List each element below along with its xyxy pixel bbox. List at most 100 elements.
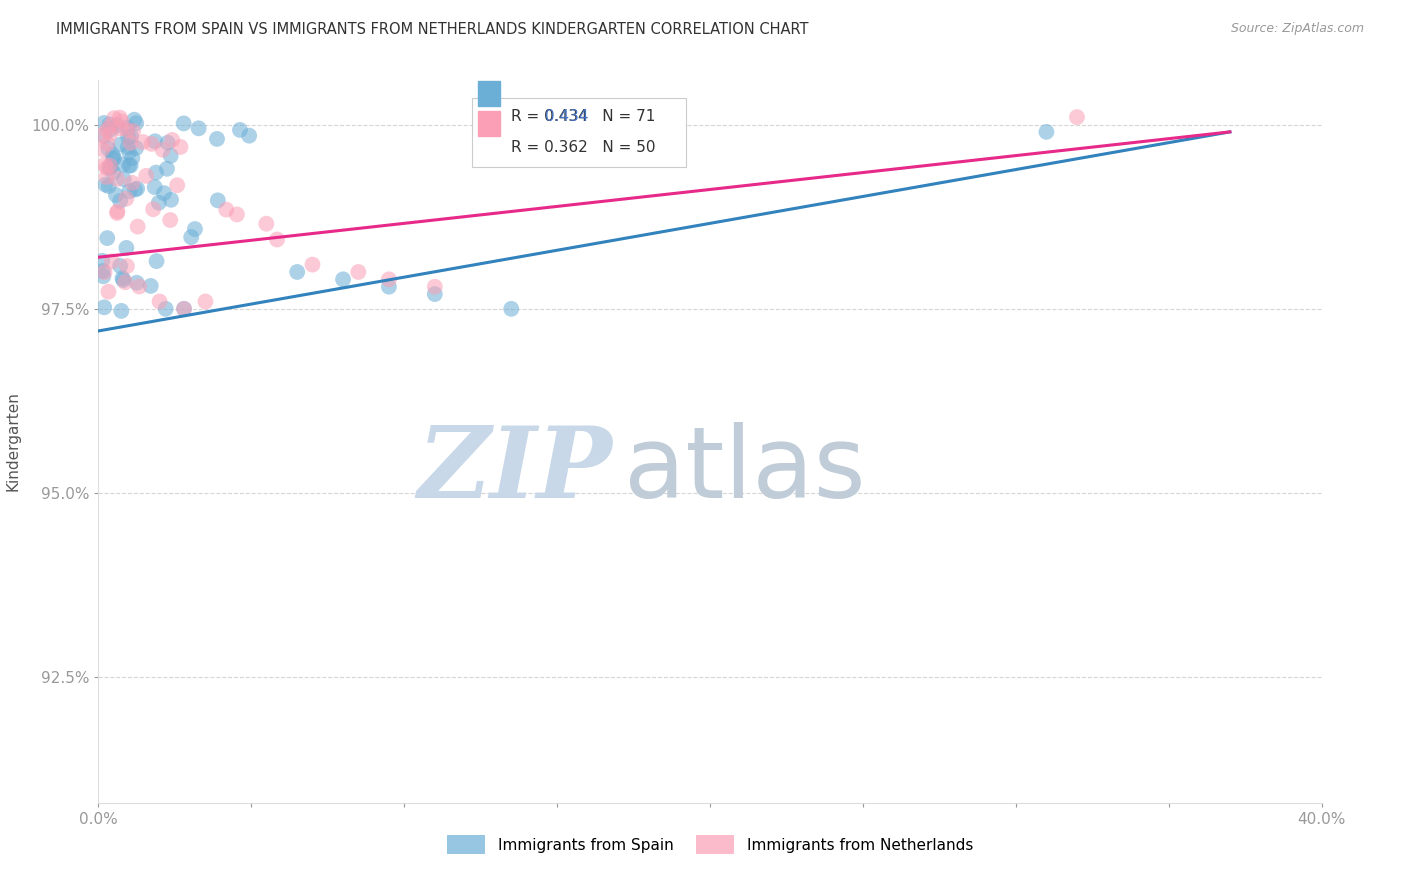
Point: [501, 301, 523, 316]
Point: [101, 148, 124, 162]
Point: [98, 159, 121, 173]
Point: [143, 134, 166, 148]
Point: [378, 272, 401, 286]
Point: [347, 265, 370, 279]
Point: [120, 129, 142, 144]
Text: IMMIGRANTS FROM SPAIN VS IMMIGRANTS FROM NETHERLANDS KINDERGARTEN CORRELATION CH: IMMIGRANTS FROM SPAIN VS IMMIGRANTS FROM…: [56, 22, 808, 37]
Point: [173, 301, 195, 316]
Point: [124, 182, 146, 196]
Point: [111, 271, 134, 285]
Point: [98, 117, 121, 131]
Point: [91, 253, 114, 268]
Point: [96, 161, 118, 175]
Point: [110, 121, 132, 136]
Point: [115, 123, 138, 137]
Point: [124, 112, 146, 127]
Point: [173, 301, 195, 316]
Point: [128, 279, 150, 293]
Point: [118, 159, 141, 173]
Text: R = 0.362   N = 50: R = 0.362 N = 50: [512, 140, 655, 155]
Point: [229, 123, 252, 137]
Point: [90, 128, 112, 142]
Point: [153, 186, 176, 201]
Point: [105, 172, 128, 186]
Point: [114, 275, 136, 289]
Point: [1035, 125, 1057, 139]
Point: [110, 137, 132, 152]
Point: [105, 118, 128, 132]
Point: [121, 151, 143, 165]
Point: [115, 241, 138, 255]
Point: [254, 217, 277, 231]
Point: [121, 176, 143, 190]
Point: [91, 264, 114, 278]
Point: [103, 111, 125, 125]
Point: [103, 152, 125, 166]
Text: R = 0.434   N = 71: R = 0.434 N = 71: [512, 109, 655, 124]
Point: [156, 161, 179, 176]
Point: [117, 140, 139, 154]
Point: [118, 185, 141, 199]
Point: [93, 265, 115, 279]
Point: [108, 259, 131, 273]
Point: [120, 136, 142, 150]
Point: [107, 204, 129, 219]
Point: [98, 127, 121, 141]
Point: [100, 122, 122, 136]
Point: [145, 254, 167, 268]
Point: [266, 233, 288, 247]
Point: [110, 304, 132, 318]
Point: [160, 193, 183, 207]
Point: [225, 207, 247, 221]
Point: [215, 202, 238, 217]
Point: [155, 301, 177, 316]
Point: [122, 124, 145, 138]
Y-axis label: Kindergarten: Kindergarten: [6, 392, 20, 491]
Point: [285, 265, 308, 279]
Point: [125, 116, 148, 130]
Point: [110, 114, 132, 128]
Point: [194, 294, 217, 309]
Point: [205, 132, 228, 146]
Point: [135, 169, 157, 183]
Point: [423, 287, 446, 301]
Point: [117, 120, 139, 135]
Point: [142, 202, 165, 217]
Point: [143, 180, 166, 194]
Bar: [471, 98, 686, 167]
Point: [108, 194, 131, 208]
Point: [166, 178, 188, 193]
Point: [125, 141, 148, 155]
Point: [149, 294, 172, 309]
Bar: [478, 112, 501, 136]
Point: [103, 166, 125, 180]
Point: [112, 158, 135, 172]
Point: [105, 206, 128, 220]
Point: [115, 259, 138, 273]
Point: [180, 230, 202, 244]
Point: [159, 149, 181, 163]
Point: [118, 145, 141, 160]
Point: [152, 143, 174, 157]
Point: [301, 258, 323, 272]
Point: [112, 273, 135, 287]
Point: [108, 111, 131, 125]
Point: [159, 213, 181, 227]
Point: [97, 285, 120, 299]
Point: [117, 130, 139, 145]
Point: [96, 231, 118, 245]
Point: [145, 165, 167, 179]
Point: [332, 272, 354, 286]
Point: [93, 158, 115, 172]
Point: [100, 160, 122, 174]
Point: [207, 194, 229, 208]
Point: [96, 136, 118, 151]
Point: [96, 123, 118, 137]
Point: [127, 219, 149, 234]
Point: [148, 195, 170, 210]
Point: [156, 136, 179, 150]
Point: [97, 142, 120, 156]
Point: [100, 119, 122, 133]
Point: [378, 279, 401, 293]
Point: [93, 128, 115, 143]
